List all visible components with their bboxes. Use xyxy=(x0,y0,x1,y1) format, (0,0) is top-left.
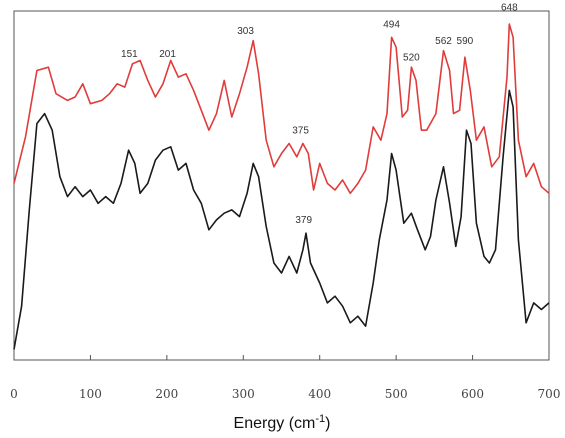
spectrum-line-black xyxy=(13,89,550,350)
x-tick-label-400: 400 xyxy=(308,387,331,401)
x-tick-label-0: 0 xyxy=(10,387,18,401)
plot-frame xyxy=(13,10,550,361)
x-axis-title-superscript: -1 xyxy=(315,413,325,425)
x-tick-label-300: 300 xyxy=(232,387,255,401)
x-tick-label-500: 500 xyxy=(385,387,408,401)
x-tick-label-600: 600 xyxy=(461,387,484,401)
x-tick-label-700: 700 xyxy=(538,387,561,401)
peak-label-648: 648 xyxy=(501,3,518,14)
peak-label-379: 379 xyxy=(295,215,312,226)
series-layer xyxy=(13,23,550,350)
peak-label-layer: 151 201 303 375 494 520 562 590 648 379 xyxy=(121,3,518,226)
peak-label-562: 562 xyxy=(435,36,452,47)
peak-label-590: 590 xyxy=(457,36,474,47)
x-tick-label-200: 200 xyxy=(155,387,178,401)
spectrum-line-red xyxy=(13,23,550,195)
x-axis-title: Energy (cm-1) xyxy=(234,413,331,432)
peak-label-151: 151 xyxy=(121,49,138,60)
peak-label-375: 375 xyxy=(292,126,309,137)
peak-label-201: 201 xyxy=(159,49,176,60)
peak-label-303: 303 xyxy=(237,26,254,37)
peak-label-520: 520 xyxy=(403,53,420,64)
peak-label-494: 494 xyxy=(383,19,400,30)
x-tick-label-100: 100 xyxy=(79,387,102,401)
x-axis-ticks: 0 100 200 300 400 500 600 700 xyxy=(10,355,560,401)
